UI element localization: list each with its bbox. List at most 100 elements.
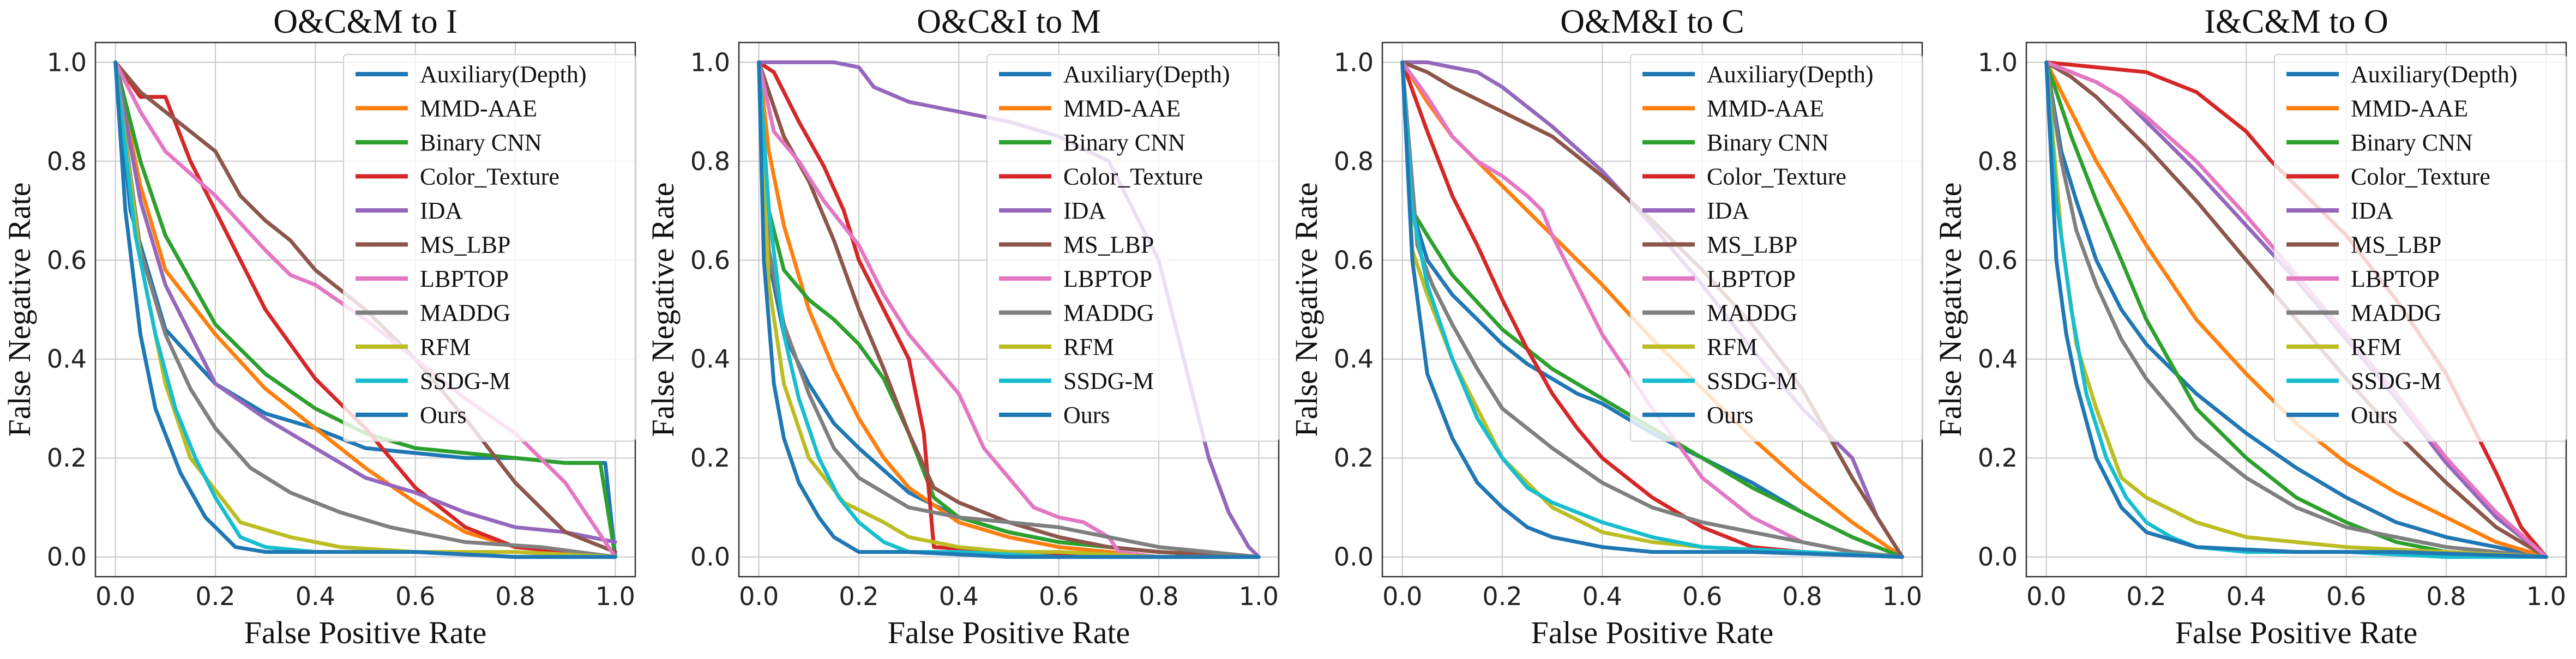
series-line-mmd-aae	[2044, 60, 2548, 559]
x-tick-label: 0.8	[1139, 582, 1178, 611]
legend-label: RFM	[1707, 334, 1758, 360]
x-axis-label: False Positive Rate	[244, 615, 487, 650]
chart-title: O&M&I to C	[1560, 3, 1744, 40]
y-tick-label: 0.8	[47, 147, 87, 176]
legend-label: MADDG	[1063, 300, 1154, 327]
legend-label: SSDG-M	[1063, 368, 1154, 395]
series-line-lbptop	[1400, 60, 1904, 559]
legend-label: LBPTOP	[2351, 265, 2440, 292]
y-axis-label: False Negative Rate	[2, 182, 37, 437]
legend-label: Binary CNN	[1707, 129, 1829, 156]
y-tick-label: 0.0	[1334, 542, 1374, 572]
y-tick-label: 0.8	[1334, 147, 1374, 176]
y-tick-label: 0.0	[47, 542, 87, 572]
y-tick-label: 0.6	[1334, 245, 1374, 275]
series-line-maddg	[113, 60, 617, 559]
legend-label: MMD-AAE	[420, 95, 537, 122]
legend-label: IDA	[1707, 197, 1749, 224]
y-tick-label: 1.0	[1334, 47, 1374, 77]
x-tick-label: 0.6	[2326, 582, 2366, 611]
x-tick-label: 0.8	[2426, 582, 2466, 611]
legend-label: SSDG-M	[2351, 368, 2441, 395]
series-line-ssdg-m	[1400, 60, 1904, 559]
legend: Auxiliary(Depth) MMD-AAE Binary CNN Color_T…	[2274, 54, 2567, 442]
x-tick-label: 0.0	[95, 582, 135, 611]
series-line-binary-cnn	[2044, 60, 2548, 559]
x-tick-label: 0.8	[495, 582, 535, 611]
legend-box	[343, 54, 636, 442]
y-tick-label: 0.4	[47, 344, 87, 374]
legend-label: Binary CNN	[2351, 129, 2473, 156]
y-tick-label: 0.2	[1978, 443, 2018, 473]
x-tick-label: 0.4	[2226, 582, 2266, 611]
chart-title: O&C&M to I	[273, 3, 458, 40]
x-tick-label: 0.2	[1482, 582, 1522, 611]
series-line-lbptop	[2044, 60, 2548, 559]
legend-label: MMD-AAE	[1707, 95, 1824, 122]
legend-box	[2274, 54, 2567, 442]
y-tick-label: 0.2	[47, 443, 87, 473]
legend-label: Color_Texture	[1707, 164, 1846, 190]
legend-label: MS_LBP	[1707, 232, 1797, 258]
y-tick-label: 0.4	[1334, 344, 1374, 374]
legend-label: IDA	[1063, 197, 1106, 224]
legend-label: MADDG	[420, 300, 510, 327]
legend-label: Ours	[420, 402, 467, 428]
legend: Auxiliary(Depth) MMD-AAE Binary CNN Color_T…	[343, 54, 636, 442]
series-line-ours	[757, 60, 1261, 559]
legend-label: LBPTOP	[1063, 265, 1152, 292]
x-axis-label: False Positive Rate	[888, 615, 1130, 650]
legend-label: Binary CNN	[1063, 129, 1185, 156]
legend-label: MS_LBP	[420, 232, 510, 258]
y-tick-label: 0.0	[690, 542, 730, 572]
y-axis-label: False Negative Rate	[645, 182, 681, 437]
legend-label: LBPTOP	[420, 265, 509, 292]
legend-label: MMD-AAE	[2351, 95, 2468, 122]
series-line-ms-lbp	[113, 60, 617, 554]
legend-label: MMD-AAE	[1063, 95, 1181, 122]
chart-panel-4: 0.0 0.0 0.2 0.2 0.4 0.4 0.6 0.6 0.8 0.8 1.0 1.0 I&C&…	[1933, 3, 2567, 650]
x-tick-label: 1.0	[2526, 582, 2566, 611]
legend-label: SSDG-M	[1707, 368, 1797, 395]
chart-panel-3: 0.0 0.0 0.2 0.2 0.4 0.4 0.6 0.6 0.8 0.8 1.0 1.0 O&M&…	[1289, 3, 1923, 650]
legend-label: Ours	[1063, 402, 1110, 428]
y-axis-label: False Negative Rate	[1933, 182, 1968, 437]
x-tick-label: 1.0	[1882, 582, 1922, 611]
legend-label: Binary CNN	[420, 129, 542, 156]
chart-panel-2: 0.0 0.0 0.2 0.2 0.4 0.4 0.6 0.6 0.8 0.8 1.0 1.0 O&C&…	[645, 3, 1280, 650]
legend-label: Auxiliary(Depth)	[2351, 61, 2517, 88]
series-line-auxiliary-depth-	[1400, 60, 1904, 559]
y-tick-label: 0.4	[690, 344, 730, 374]
x-tick-label: 0.4	[296, 582, 335, 611]
series-line-auxiliary-depth-	[2044, 60, 2548, 559]
chart-panel-1: 0.0 0.0 0.2 0.2 0.4 0.4 0.6 0.6 0.8 0.8 1.0 1.0 O&C&…	[2, 3, 636, 650]
legend: Auxiliary(Depth) MMD-AAE Binary CNN Color_T…	[1630, 54, 1923, 442]
x-tick-label: 1.0	[595, 582, 635, 611]
y-tick-label: 0.2	[690, 443, 730, 473]
series-line-ours	[113, 60, 617, 559]
legend-label: MADDG	[1707, 300, 1797, 327]
x-tick-label: 0.8	[1782, 582, 1822, 611]
y-tick-label: 0.4	[1978, 344, 2018, 374]
legend: Auxiliary(Depth) MMD-AAE Binary CNN Color_T…	[986, 54, 1279, 442]
x-tick-label: 0.4	[939, 582, 979, 611]
x-tick-label: 1.0	[1239, 582, 1279, 611]
series-line-ours	[2044, 60, 2548, 559]
y-tick-label: 0.6	[1978, 245, 2018, 275]
series-line-ida	[757, 60, 1261, 559]
legend-label: RFM	[1063, 334, 1114, 360]
legend-label: IDA	[2351, 197, 2393, 224]
legend-label: SSDG-M	[420, 368, 510, 395]
legend-label: RFM	[420, 334, 471, 360]
y-tick-label: 1.0	[47, 47, 87, 77]
y-tick-label: 1.0	[1978, 47, 2018, 77]
legend-label: RFM	[2351, 334, 2402, 360]
legend-label: IDA	[420, 197, 462, 224]
legend-label: LBPTOP	[1707, 265, 1796, 292]
y-axis-label: False Negative Rate	[1289, 182, 1324, 437]
series-line-ours	[1400, 60, 1904, 559]
legend-label: MS_LBP	[1063, 232, 1154, 258]
x-tick-label: 0.4	[1582, 582, 1622, 611]
legend-box	[986, 54, 1279, 442]
